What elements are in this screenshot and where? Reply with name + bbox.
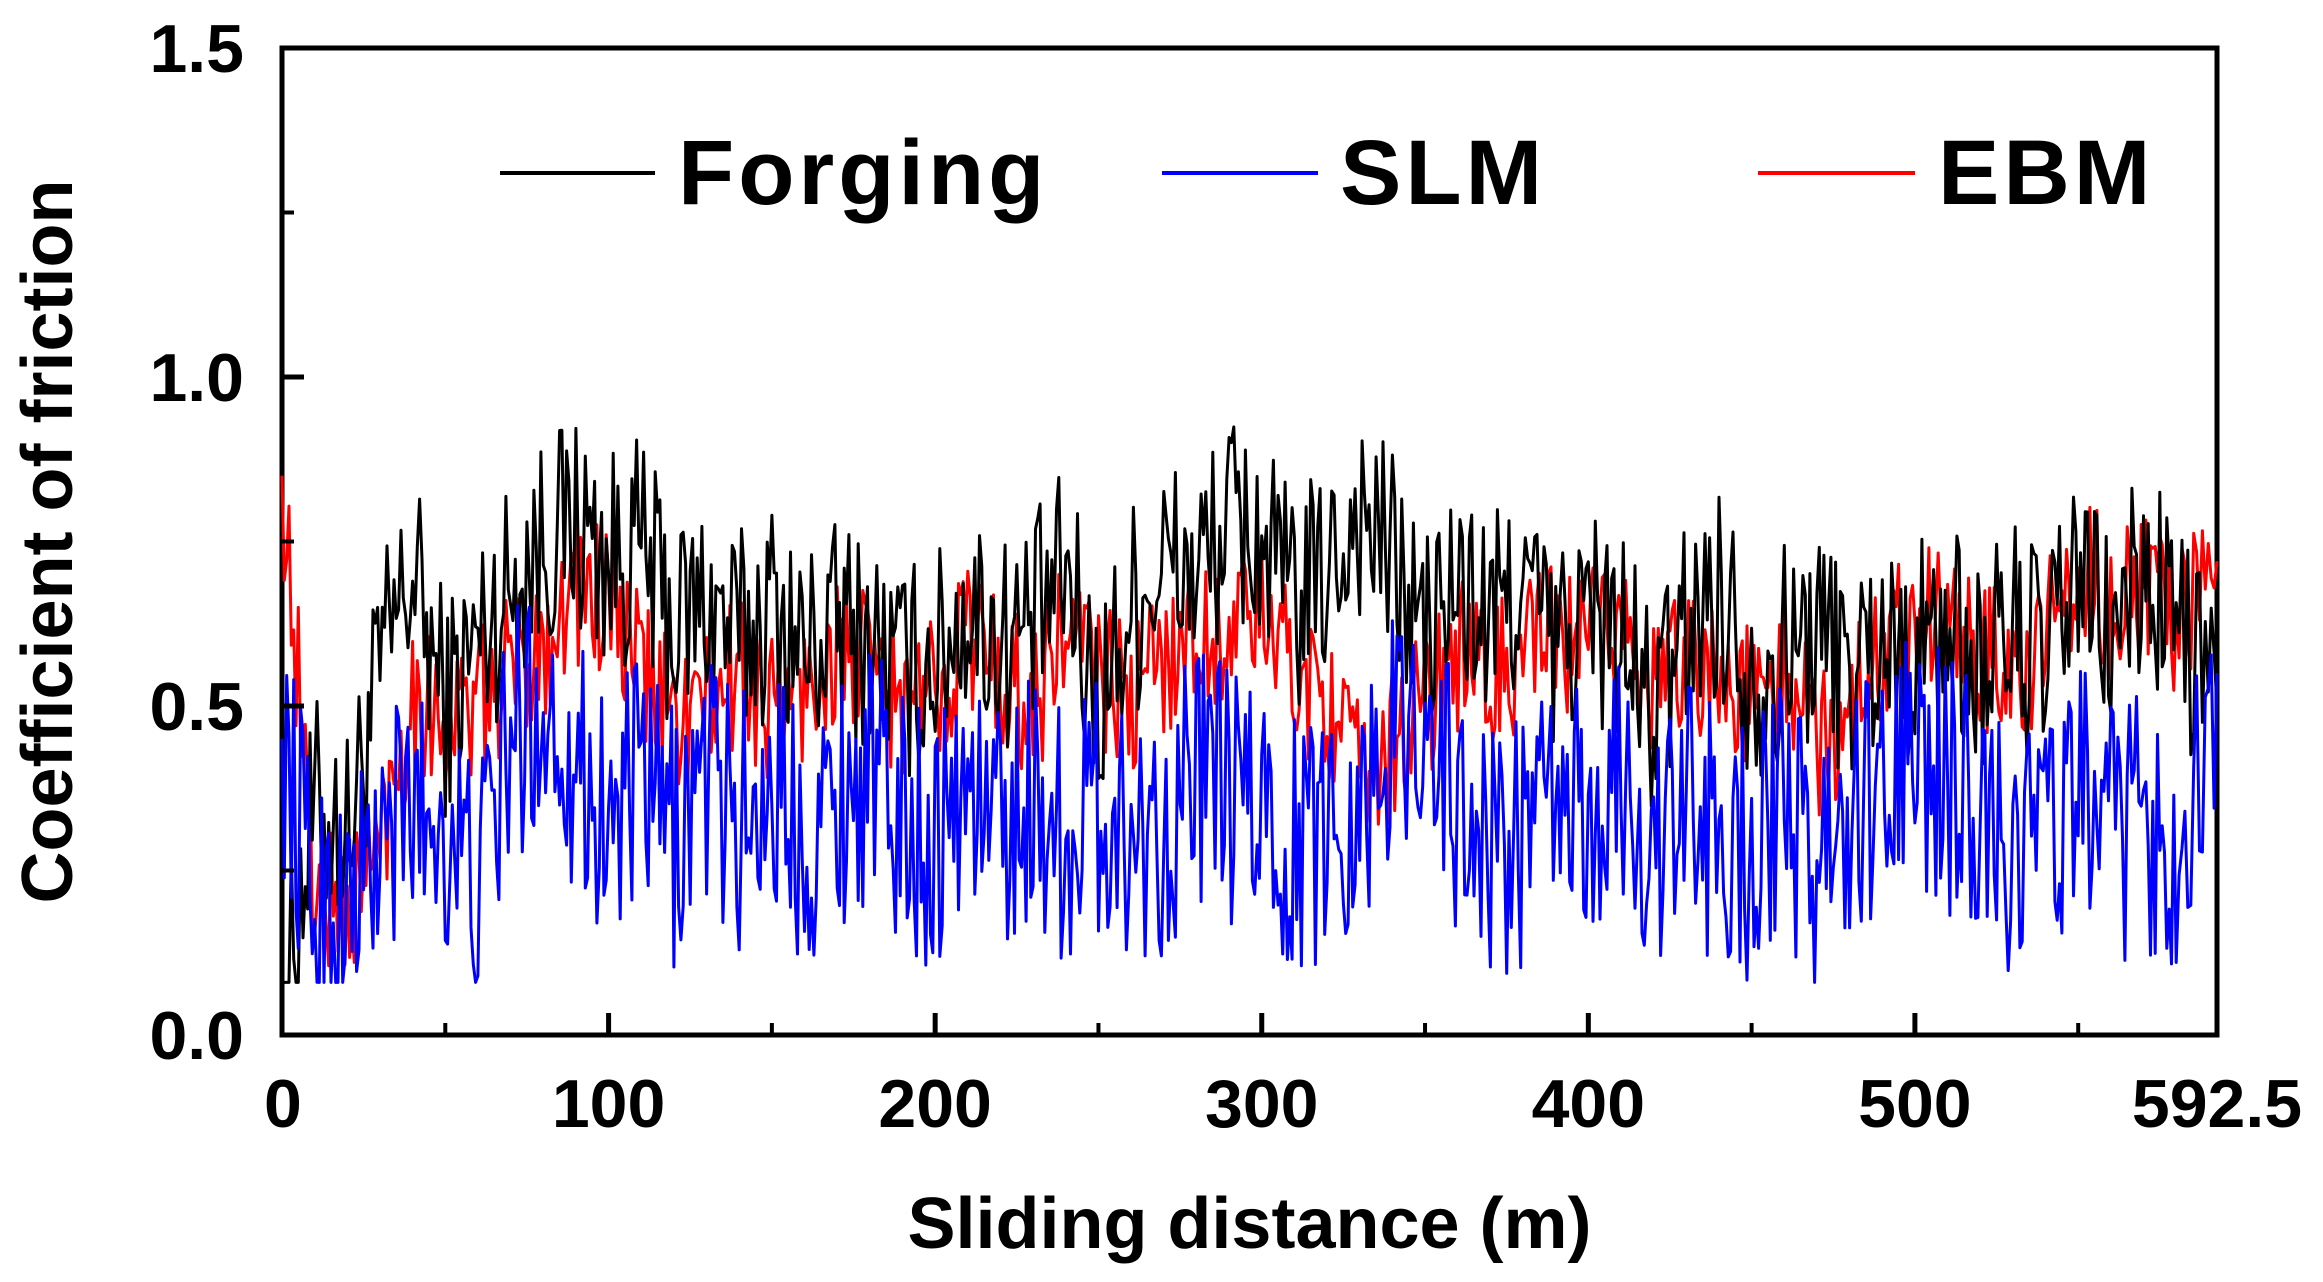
- series-line-forging: [282, 425, 2219, 984]
- x-axis: 0 100 200 300 400 500 592.5: [264, 1013, 2302, 1142]
- legend-label-slm: SLM: [1340, 122, 1546, 224]
- x-tick-label: 592.5: [2132, 1066, 2302, 1142]
- y-axis-title: Coefficient of friction: [8, 180, 88, 904]
- y-tick-label: 1.5: [149, 11, 244, 87]
- y-tick-label: 0.5: [149, 669, 244, 745]
- series-group: [280, 425, 2219, 984]
- y-tick-label: 1.0: [149, 340, 244, 416]
- series-line-slm: [280, 604, 2219, 984]
- x-tick-label: 300: [1205, 1066, 1318, 1142]
- x-tick-label: 200: [878, 1066, 991, 1142]
- x-tick-label: 400: [1532, 1066, 1645, 1142]
- x-tick-label: 100: [552, 1066, 665, 1142]
- y-axis: 0.0 0.5 1.0 1.5: [149, 11, 304, 1074]
- y-tick-label: 0.0: [149, 998, 244, 1074]
- x-tick-label: 0: [264, 1066, 302, 1142]
- x-tick-label: 500: [1858, 1066, 1971, 1142]
- legend-label-forging: Forging: [678, 122, 1048, 224]
- x-axis-title: Sliding distance (m): [907, 1184, 1591, 1264]
- legend-label-ebm: EBM: [1938, 122, 2154, 224]
- legend: Forging SLM EBM: [500, 122, 2154, 224]
